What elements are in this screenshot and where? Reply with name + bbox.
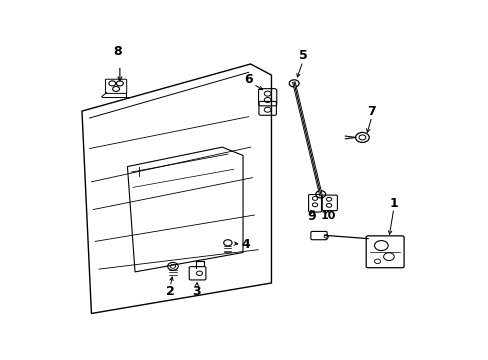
Text: 1: 1 — [389, 198, 397, 211]
Text: 9: 9 — [306, 210, 315, 223]
Text: 3: 3 — [192, 285, 201, 298]
Text: 7: 7 — [367, 105, 375, 118]
Text: 10: 10 — [320, 211, 335, 221]
Text: 8: 8 — [113, 45, 122, 58]
Text: 5: 5 — [298, 49, 306, 62]
Text: 4: 4 — [241, 238, 250, 251]
Text: 2: 2 — [165, 285, 174, 298]
Text: 6: 6 — [244, 73, 252, 86]
